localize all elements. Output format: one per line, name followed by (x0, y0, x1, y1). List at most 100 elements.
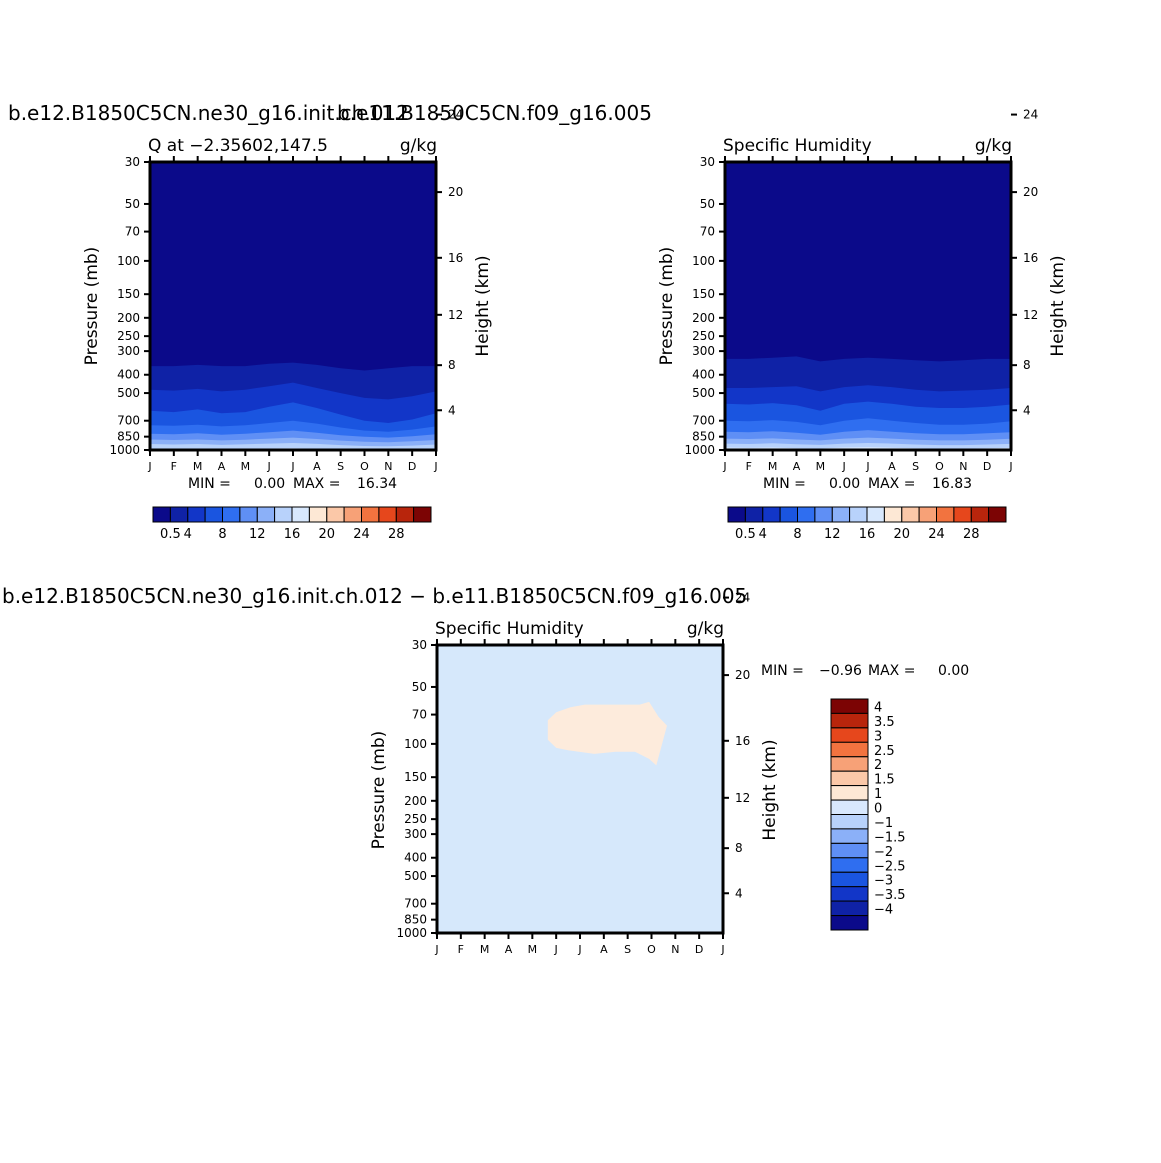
panel-2-ylabel: Pressure (mb) (657, 247, 677, 366)
month-tick-label: J (865, 460, 869, 473)
panel-2-colorbar: 0.5 4 8 12 16 20 24 28 (727, 506, 1007, 542)
pressure-tick-label: 250 (117, 329, 140, 343)
colorbar-label: 28 (388, 527, 405, 542)
contour-band-14 (150, 443, 436, 450)
month-tick-label: D (983, 460, 991, 473)
panel-1: b.e12.B1850C5CN.ne30_g16.init.ch.012 Q a… (8, 101, 493, 542)
month-tick-label: F (171, 460, 177, 473)
colorbar-box (830, 799, 869, 815)
pressure-tick-label: 200 (692, 311, 715, 325)
colorbar-label: 0.5 (160, 527, 181, 542)
colorbar-box (936, 506, 955, 523)
month-tick-label: J (434, 943, 438, 956)
panel-3-ylabel-right: Height (km) (760, 739, 780, 840)
colorbar-label: 12 (824, 527, 841, 542)
colorbar-box (256, 506, 276, 523)
contour-band-base (437, 645, 723, 933)
panel-2-min-label: MIN = (763, 476, 806, 492)
pressure-tick-label: 500 (117, 386, 140, 400)
height-tick-label: 20 (448, 185, 463, 199)
colorbar-label: 4 (874, 700, 882, 715)
panel-1-case-title: b.e12.B1850C5CN.ne30_g16.init.ch.012 (8, 101, 409, 125)
colorbar-box (413, 506, 432, 523)
month-tick-label: O (360, 460, 369, 473)
panel-3-units: g/kg (687, 619, 724, 639)
panel-2-min-value: 0.00 (829, 476, 860, 492)
colorbar-label: 2 (874, 758, 882, 773)
colorbar-box (779, 506, 798, 523)
pressure-tick-label: 1000 (684, 443, 715, 457)
pressure-tick-label: 30 (700, 155, 715, 169)
colorbar-box (830, 857, 869, 873)
month-tick-label: A (505, 943, 513, 956)
colorbar-box (169, 506, 189, 523)
pressure-tick-label: 1000 (396, 926, 427, 940)
height-tick-label: 24 (735, 591, 750, 605)
pressure-tick-label: 150 (117, 287, 140, 301)
colorbar-label: 0.5 (735, 527, 756, 542)
pressure-tick-label: 250 (404, 812, 427, 826)
pressure-tick-label: 500 (404, 869, 427, 883)
colorbar-box (830, 727, 869, 743)
height-tick-label: 24 (448, 108, 463, 122)
colorbar-box (988, 506, 1007, 523)
height-tick-label: 20 (1023, 185, 1038, 199)
colorbar-label: 4 (759, 527, 767, 542)
panel-3-title: Specific Humidity (435, 619, 584, 639)
colorbar-label: 1 (874, 787, 882, 802)
month-tick-label: A (888, 460, 896, 473)
month-tick-label: D (695, 943, 703, 956)
pressure-tick-label: 100 (117, 254, 140, 268)
colorbar-label: 2.5 (874, 744, 895, 759)
colorbar-box (361, 506, 380, 523)
height-tick-label: 24 (1023, 108, 1038, 122)
panel-3-colorbar: 43.532.521.510−1−1.5−2−2.5−3−3.5−4 (830, 698, 906, 931)
panel-1-units: g/kg (400, 136, 437, 156)
pressure-tick-label: 30 (125, 155, 140, 169)
colorbar-label: 16 (859, 527, 876, 542)
height-tick-label: 4 (735, 886, 743, 900)
colorbar-box (239, 506, 258, 523)
pressure-tick-label: 250 (692, 329, 715, 343)
month-tick-label: O (647, 943, 656, 956)
panel-1-min-label: MIN = (188, 476, 231, 492)
panel-2-ylabel-right: Height (km) (1048, 255, 1068, 356)
colorbar-box (830, 698, 869, 714)
pressure-tick-label: 400 (692, 368, 715, 382)
month-tick-label: J (577, 943, 581, 956)
pressure-tick-label: 500 (692, 386, 715, 400)
panel-2-max-label: MAX = (868, 476, 915, 492)
pressure-tick-label: 70 (412, 708, 427, 722)
height-tick-label: 8 (1023, 358, 1031, 372)
panel-2: b.e11.B1850C5CN.f09_g16.005 Specific Hum… (337, 101, 1068, 542)
pressure-tick-label: 50 (700, 197, 715, 211)
month-tick-label: S (337, 460, 344, 473)
month-tick-label: A (313, 460, 321, 473)
month-tick-label: M (241, 460, 251, 473)
colorbar-label: 3.5 (874, 715, 895, 730)
month-tick-label: J (1008, 460, 1012, 473)
month-tick-label: N (671, 943, 679, 956)
height-tick-label: 8 (448, 358, 456, 372)
month-tick-label: J (433, 460, 437, 473)
pressure-tick-label: 1000 (109, 443, 140, 457)
height-tick-label: 12 (448, 308, 463, 322)
month-tick-label: J (554, 943, 558, 956)
panel-1-ylabel-right: Height (km) (473, 255, 493, 356)
colorbar-box (274, 506, 293, 523)
colorbar-label: −4 (874, 903, 893, 918)
month-tick-label: J (842, 460, 846, 473)
pressure-tick-label: 50 (125, 197, 140, 211)
pressure-tick-label: 70 (700, 225, 715, 239)
colorbar-label: 16 (284, 527, 301, 542)
panel-1-max-label: MAX = (293, 476, 340, 492)
month-tick-label: J (147, 460, 151, 473)
height-tick-label: 12 (1023, 308, 1038, 322)
pressure-tick-label: 70 (125, 225, 140, 239)
pressure-tick-label: 300 (692, 344, 715, 358)
pressure-tick-label: 150 (404, 770, 427, 784)
colorbar-box (953, 506, 972, 523)
colorbar-label: −3.5 (874, 888, 906, 903)
